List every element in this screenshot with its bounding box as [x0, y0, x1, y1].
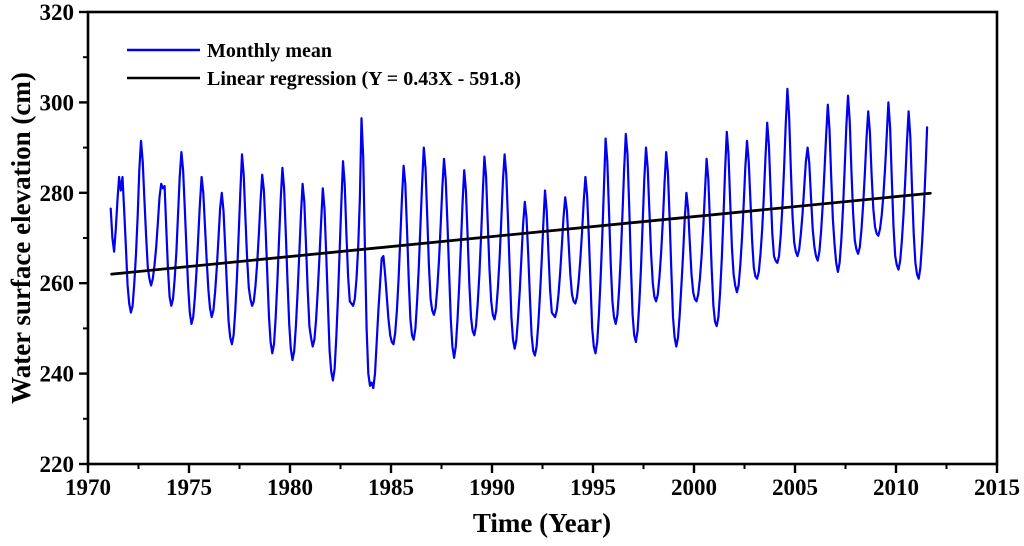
monthly-mean-line: [109, 87, 929, 390]
y-axis-ticks: [79, 10, 88, 466]
x-tick-label: 2005: [772, 475, 818, 500]
y-axis-title: Water surface elevation (cm): [6, 72, 36, 404]
x-axis-tick-labels: 1970 1975 1980 1985 1990 1995 2000 2005 2010 2015: [65, 475, 1020, 500]
y-axis-tick-labels: 220 240 260 280 300 320: [40, 0, 75, 477]
x-tick-label: 2010: [873, 475, 919, 500]
y-tick-label: 260: [40, 271, 75, 296]
x-tick-label: 2000: [671, 475, 717, 500]
y-tick-label: 280: [40, 181, 75, 206]
legend-monthly-mean-label: Monthly mean: [207, 40, 332, 62]
x-tick-label: 1975: [166, 475, 212, 500]
x-tick-label: 2015: [974, 475, 1020, 500]
x-tick-label: 1980: [267, 475, 313, 500]
legend: Monthly mean Linear regression (Y = 0.43…: [127, 40, 521, 90]
x-tick-label: 1970: [65, 475, 111, 500]
legend-regression-label: Linear regression (Y = 0.43X - 591.8): [207, 68, 521, 90]
y-tick-label: 300: [40, 90, 75, 115]
y-tick-label: 240: [40, 362, 75, 387]
x-axis-title: Time (Year): [473, 508, 611, 538]
x-tick-label: 1995: [570, 475, 616, 500]
linear-regression-line: [110, 191, 932, 276]
x-tick-label: 1990: [469, 475, 515, 500]
x-tick-label: 1985: [368, 475, 414, 500]
x-axis-ticks: [86, 464, 999, 473]
y-tick-label: 220: [40, 452, 75, 477]
y-tick-label: 320: [40, 0, 75, 25]
